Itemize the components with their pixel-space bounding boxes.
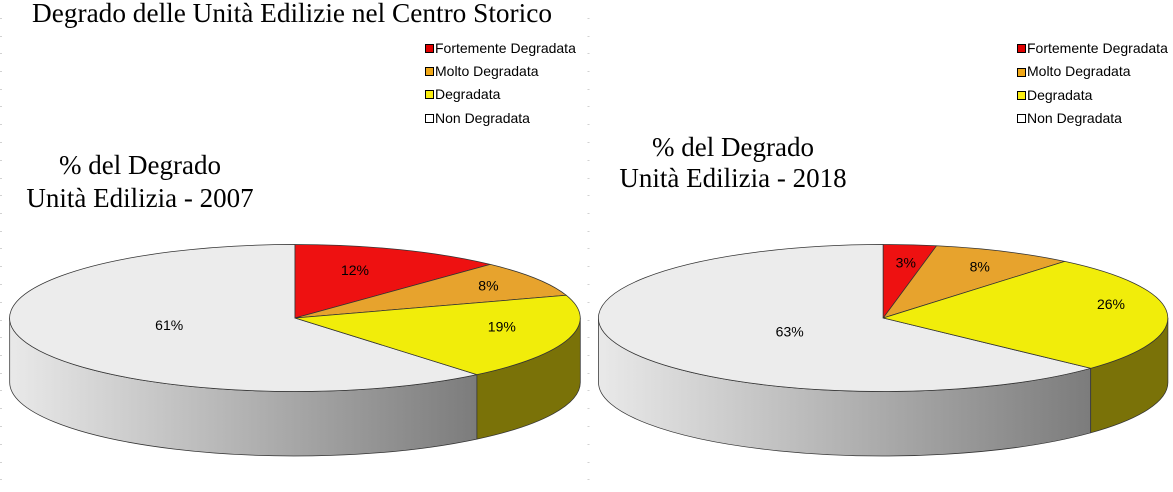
svg-text:12%: 12% xyxy=(341,262,369,278)
svg-text:8%: 8% xyxy=(970,258,990,274)
svg-text:3%: 3% xyxy=(896,255,916,271)
svg-text:61%: 61% xyxy=(155,317,183,333)
svg-text:8%: 8% xyxy=(478,277,498,293)
svg-text:26%: 26% xyxy=(1097,296,1125,312)
svg-text:63%: 63% xyxy=(776,323,804,339)
svg-text:19%: 19% xyxy=(488,318,516,334)
